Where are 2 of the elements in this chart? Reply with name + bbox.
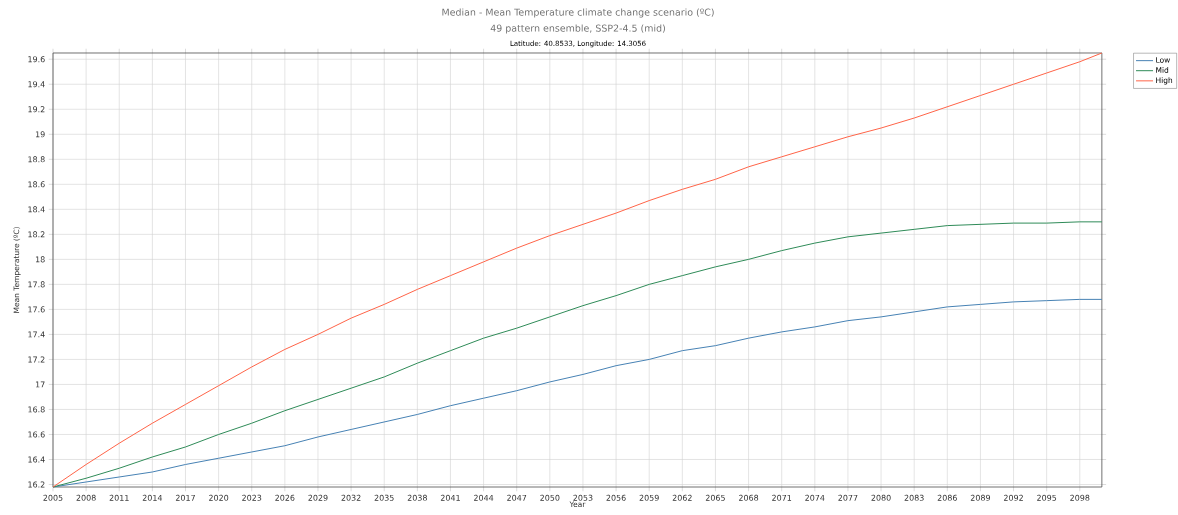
chart-title: Median - Mean Temperature climate change scenario (ºC) (442, 8, 714, 18)
chart-subtitle: 49 pattern ensemble, SSP2-4.5 (mid) (490, 24, 665, 34)
